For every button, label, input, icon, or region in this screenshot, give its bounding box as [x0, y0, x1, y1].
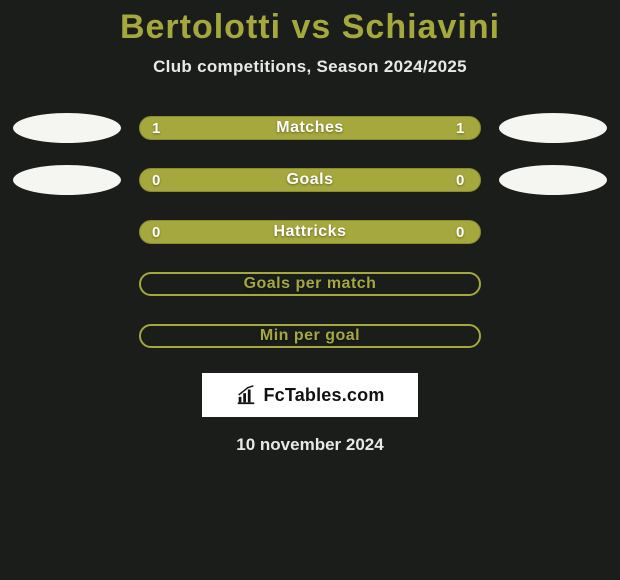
team-right-logo — [499, 113, 607, 143]
team-left-logo — [13, 113, 121, 143]
stat-label: Goals per match — [141, 275, 479, 293]
stats-section: 1 Matches 1 0 Goals 0 0 Hattricks 0 Goal… — [0, 113, 620, 351]
stat-row-goals-per-match: Goals per match — [0, 269, 620, 299]
stat-bar-hattricks: 0 Hattricks 0 — [139, 220, 481, 244]
stat-bar-goals: 0 Goals 0 — [139, 168, 481, 192]
stat-row-hattricks: 0 Hattricks 0 — [0, 217, 620, 247]
date-label: 10 november 2024 — [0, 435, 620, 455]
bar-chart-icon — [235, 384, 257, 406]
stat-bar-goals-per-match: Goals per match — [139, 272, 481, 296]
stat-label: Hattricks — [140, 223, 480, 241]
subtitle: Club competitions, Season 2024/2025 — [0, 57, 620, 77]
stat-row-goals: 0 Goals 0 — [0, 165, 620, 195]
stat-bar-matches: 1 Matches 1 — [139, 116, 481, 140]
site-badge[interactable]: FcTables.com — [202, 373, 418, 417]
team-right-logo — [499, 165, 607, 195]
stat-row-min-per-goal: Min per goal — [0, 321, 620, 351]
stat-label: Matches — [140, 119, 480, 137]
stat-label: Goals — [140, 171, 480, 189]
stat-row-matches: 1 Matches 1 — [0, 113, 620, 143]
site-name: FcTables.com — [263, 385, 384, 406]
stat-bar-min-per-goal: Min per goal — [139, 324, 481, 348]
stat-label: Min per goal — [141, 327, 479, 345]
team-left-logo — [13, 165, 121, 195]
page-title: Bertolotti vs Schiavini — [0, 0, 620, 47]
